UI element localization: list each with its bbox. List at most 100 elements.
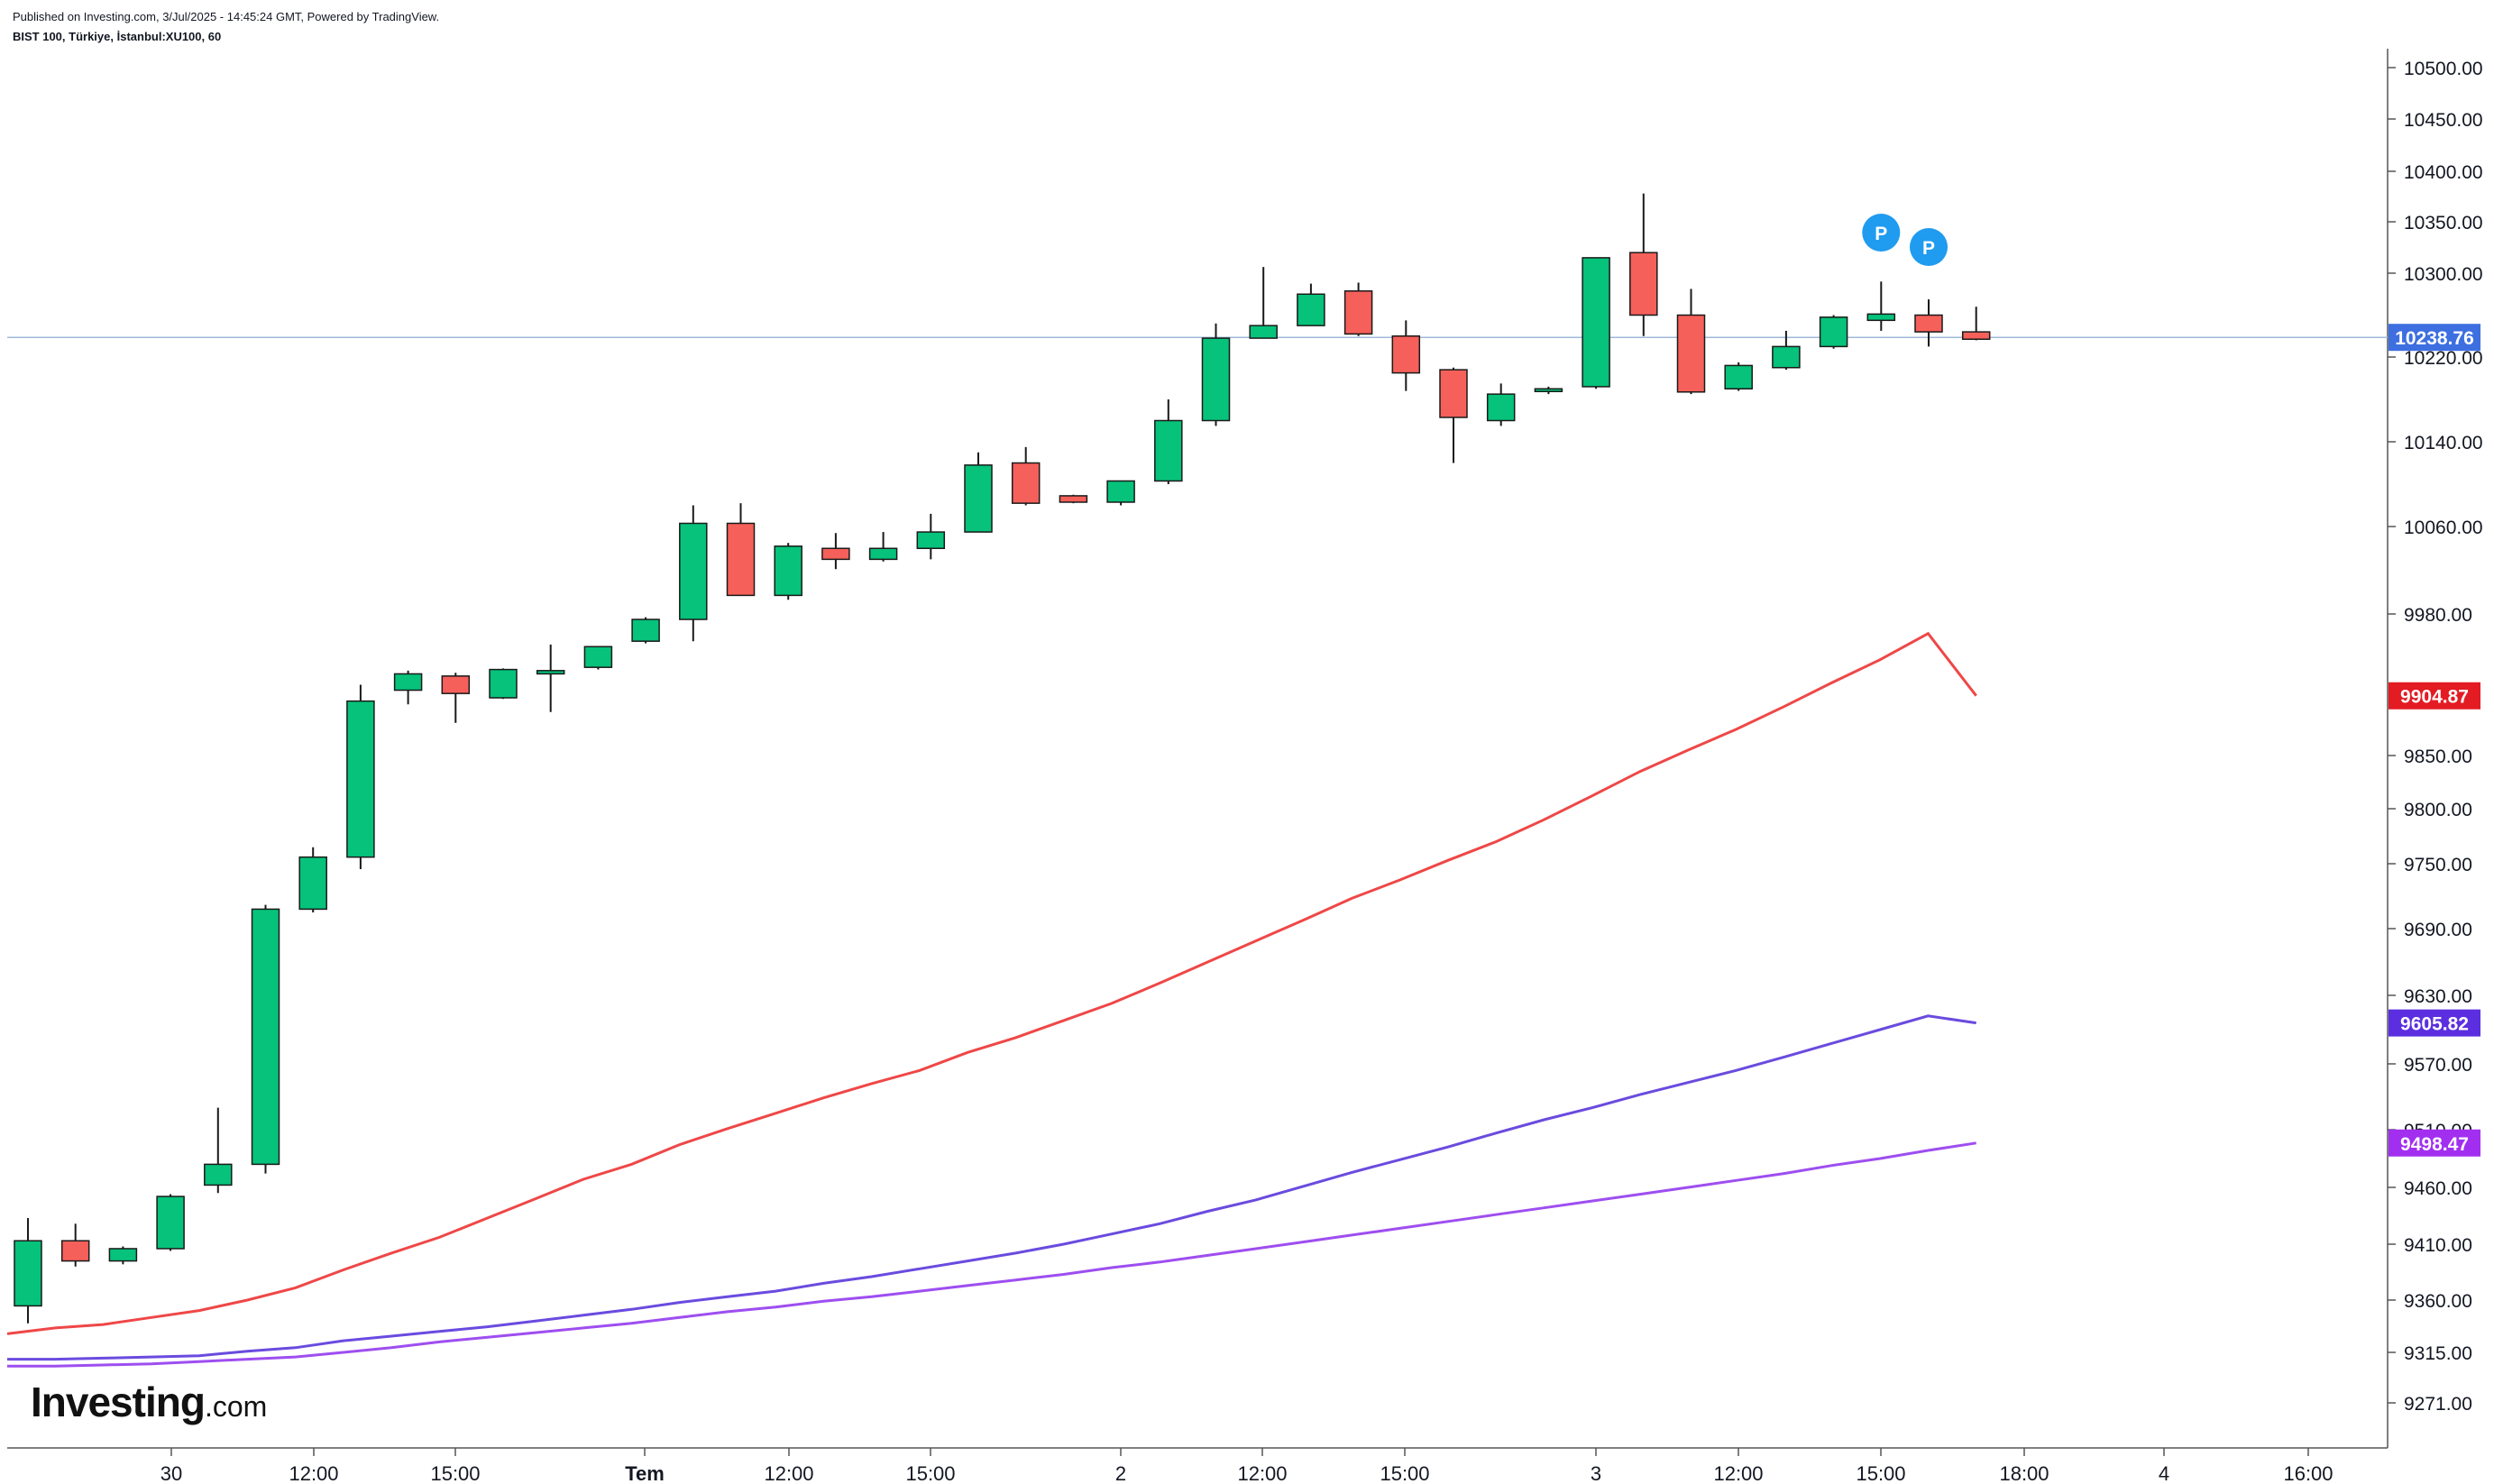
candle [1439,367,1468,463]
y-tick-label: 9750.00 [2404,855,2472,875]
candle-body [774,545,802,597]
y-tick-label: 10500.00 [2404,59,2483,79]
price-badge: 9605.82 [2389,1009,2480,1037]
price-badge-bg [2389,682,2480,710]
candle [964,452,993,533]
candle [1582,257,1610,389]
y-tick-label: 9410.00 [2404,1235,2472,1256]
candle-body [679,522,708,620]
y-tick-label: 10300.00 [2404,264,2483,285]
moving-averages [6,631,1977,1368]
candle-body [916,531,946,549]
publish-info: Published on Investing.com, 3/Jul/2025 -… [13,10,440,23]
moving-average-line-3 [7,1141,1976,1368]
candle [679,505,708,642]
investing-logo: Investing.com [31,1378,267,1426]
price-badge-bg [2389,1009,2480,1037]
y-tick-label: 10140.00 [2404,433,2483,453]
y-tick-label: 9850.00 [2404,747,2472,767]
candle [204,1107,233,1194]
candle [60,1223,90,1267]
candle-body [108,1248,138,1262]
y-tick-label: 9360.00 [2404,1291,2472,1312]
candle-body [821,547,850,561]
y-tick-label: 10450.00 [2404,110,2483,131]
candle-body [1772,345,1801,369]
y-tick-label: 9630.00 [2404,986,2472,1007]
y-tick-label: 9315.00 [2404,1343,2472,1364]
logo-text: Investing [31,1379,206,1425]
candle [1486,383,1516,426]
pivot-marker-label: P [1922,238,1935,259]
candle-body [1961,331,1991,340]
price-badge: 9904.87 [2389,682,2480,710]
x-tick-label: 15:00 [905,1462,955,1484]
price-badge-label: 9605.82 [2400,1014,2469,1035]
x-axis-ticks: 30 12:00 15:00 Tem 12:00 15:00 2 12:00 15:00 3 12:… [160,1448,2334,1484]
pivot-marker: P [1862,214,1901,252]
candle [108,1246,138,1265]
candle [1629,193,1658,336]
chart-header: Published on Investing.com, 3/Jul/2025 -… [13,7,439,47]
candle [1201,323,1231,426]
candle-body [536,670,565,675]
candle-body [346,700,375,858]
y-tick-label: 10350.00 [2404,213,2483,234]
x-tick-label: 16:00 [2283,1462,2333,1484]
candle [1343,282,1373,336]
candle-body [1059,495,1088,503]
x-tick-label: 12:00 [289,1462,338,1484]
candle-body [631,618,660,642]
candle [868,532,898,562]
candle-body [1866,313,1896,322]
x-tick-label: 30 [160,1462,182,1484]
candle-body [726,522,756,597]
candle-body [204,1163,233,1186]
candle [393,670,423,705]
y-tick-label: 10060.00 [2404,518,2483,538]
candle [583,646,613,670]
candle-body [14,1240,42,1307]
y-tick-label: 10220.00 [2404,348,2483,369]
pivot-marker-circle [1862,214,1901,252]
x-tick-label: 3 [1591,1462,1601,1484]
candle-body [1106,480,1135,503]
candle [821,533,850,570]
x-tick-label: 2 [1115,1462,1126,1484]
candle-body [60,1240,90,1262]
candle-body [1819,316,1848,348]
candles [14,193,1991,1324]
candle [1676,289,1706,395]
candle [1059,494,1088,504]
price-badges: 10238.76 9904.87 9605.82 9498.47 [2389,324,2480,1157]
candle-body [1154,419,1183,482]
candle [1961,307,1991,341]
x-tick-label: 12:00 [1713,1462,1763,1484]
y-tick-label: 9460.00 [2404,1178,2472,1199]
candle-body [1724,364,1753,389]
candle [346,684,375,869]
candle-body [868,547,898,561]
candle [441,673,471,723]
y-tick-label: 9690.00 [2404,920,2472,940]
candle [1011,446,1041,506]
candle-body [1439,369,1468,418]
candle [1866,281,1896,331]
price-badge-label: 9498.47 [2400,1134,2469,1155]
candle-body [1249,325,1278,339]
candle [536,644,565,712]
candle [156,1194,185,1251]
candle [1391,320,1421,391]
price-badge-label: 9904.87 [2400,687,2469,708]
y-tick-label: 9980.00 [2404,605,2472,626]
price-badge: 10238.76 [2389,324,2480,352]
candle-body [298,856,327,911]
candle-body [251,908,280,1166]
candle-body [1486,393,1516,422]
moving-average-line-1 [6,631,1977,1335]
logo-suffix: .com [204,1390,268,1423]
price-badge-bg [2389,324,2480,352]
pivot-marker-circle [1910,228,1948,266]
x-tick-label: 15:00 [430,1462,480,1484]
